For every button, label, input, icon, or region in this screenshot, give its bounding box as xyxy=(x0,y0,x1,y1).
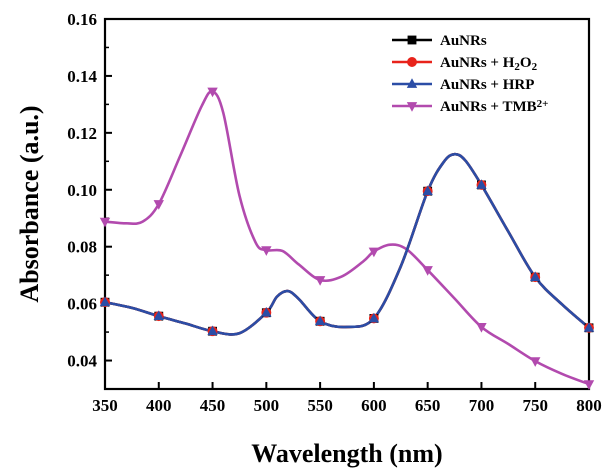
x-tick-label: 650 xyxy=(415,396,441,415)
aunrs-hrp-point xyxy=(583,322,595,332)
legend-label-part: AuNRs + H xyxy=(440,55,515,71)
aunrs-hrp-point xyxy=(476,179,487,189)
legend-item-aunrs-hrp: AuNRs + HRP xyxy=(392,77,534,93)
legend-item-aunrs: AuNRs xyxy=(392,33,487,49)
aunrs-tmb2-point xyxy=(368,247,380,258)
y-tick-label: 0.10 xyxy=(67,181,97,200)
y-tick-label: 0.16 xyxy=(67,10,97,29)
x-tick-label: 350 xyxy=(92,396,118,415)
legend-label-part: 2+ xyxy=(537,98,549,110)
y-tick-label: 0.06 xyxy=(67,295,97,314)
series-markers xyxy=(99,87,595,390)
legend-label-part: O xyxy=(520,55,532,71)
aunrs-hrp-point xyxy=(422,185,433,196)
y-tick-label: 0.04 xyxy=(67,352,97,371)
aunrs-tmb2-point xyxy=(261,246,272,256)
aunrs-hrp-point xyxy=(153,310,164,321)
aunrs-tmb2-point xyxy=(314,276,326,286)
legend-swatch-marker xyxy=(406,78,418,88)
aunrs-hrp-point xyxy=(261,307,272,317)
x-tick-label: 700 xyxy=(469,396,495,415)
x-tick-label: 800 xyxy=(576,396,602,415)
x-tick-label: 500 xyxy=(254,396,280,415)
legend-label: AuNRs + HRP xyxy=(440,77,534,93)
y-tick-label: 0.08 xyxy=(67,238,97,257)
series-lines xyxy=(104,90,590,386)
aunrs-tmb2-point xyxy=(476,323,487,333)
legend-swatch-marker xyxy=(407,35,417,45)
y-tick-label: 0.12 xyxy=(67,124,97,143)
x-tick-label: 450 xyxy=(200,396,226,415)
aunrs-hrp-point xyxy=(99,296,111,307)
aunrs-hrp-point xyxy=(530,271,541,282)
aunrs-tmb2-line xyxy=(104,90,590,386)
plot-frame xyxy=(103,17,591,391)
x-axis-ticks: 350 400 450 500 550 600 650 700 750 800 xyxy=(92,382,602,415)
legend-item-aunrs-tmb2: AuNRs + TMB2+ xyxy=(392,98,548,115)
aunrs-hrp-point xyxy=(368,312,380,323)
y-axis-ticks: 0.04 0.06 0.08 0.10 0.12 0.14 0.16 xyxy=(67,10,112,390)
legend-swatch-marker xyxy=(406,102,418,112)
legend-label-part: AuNRs + TMB xyxy=(440,99,537,115)
plot-area: 350 400 450 500 550 600 650 700 750 800 0.040.060… xyxy=(67,10,602,415)
legend-label-part: AuNRs xyxy=(440,33,487,49)
aunrs-tmb2-point xyxy=(422,266,433,276)
aunrs-hrp-line xyxy=(104,152,590,336)
legend-label: AuNRs + TMB2+ xyxy=(440,98,548,115)
x-axis-title: Wavelength (nm) xyxy=(251,439,442,468)
legend-label-part: AuNRs + HRP xyxy=(440,77,534,93)
aunrs-hrp-point xyxy=(207,325,218,336)
aunrs-hrp-point xyxy=(314,315,326,326)
legend-label: AuNRs + H2O2 xyxy=(440,55,538,73)
legend-label-part: 2 xyxy=(532,61,538,73)
x-tick-label: 750 xyxy=(522,396,548,415)
aunrs-tmb2-point xyxy=(153,200,164,210)
legend-label: AuNRs xyxy=(440,33,487,49)
x-tick-label: 550 xyxy=(307,396,333,415)
legend-swatch-marker xyxy=(407,57,417,67)
aunrs-tmb2-point xyxy=(207,87,218,98)
y-axis-title: Absorbance (a.u.) xyxy=(15,105,44,302)
x-tick-label: 600 xyxy=(361,396,387,415)
legend-item-aunrs-h2o2: AuNRs + H2O2 xyxy=(392,55,538,73)
y-tick-label: 0.14 xyxy=(67,67,97,86)
aunrs-tmb2-point xyxy=(99,217,111,228)
aunrs-tmb2-point xyxy=(530,357,541,367)
aunrs-tmb2-point xyxy=(583,380,595,390)
x-tick-label: 400 xyxy=(146,396,172,415)
legend-label-part: 2 xyxy=(514,61,520,73)
